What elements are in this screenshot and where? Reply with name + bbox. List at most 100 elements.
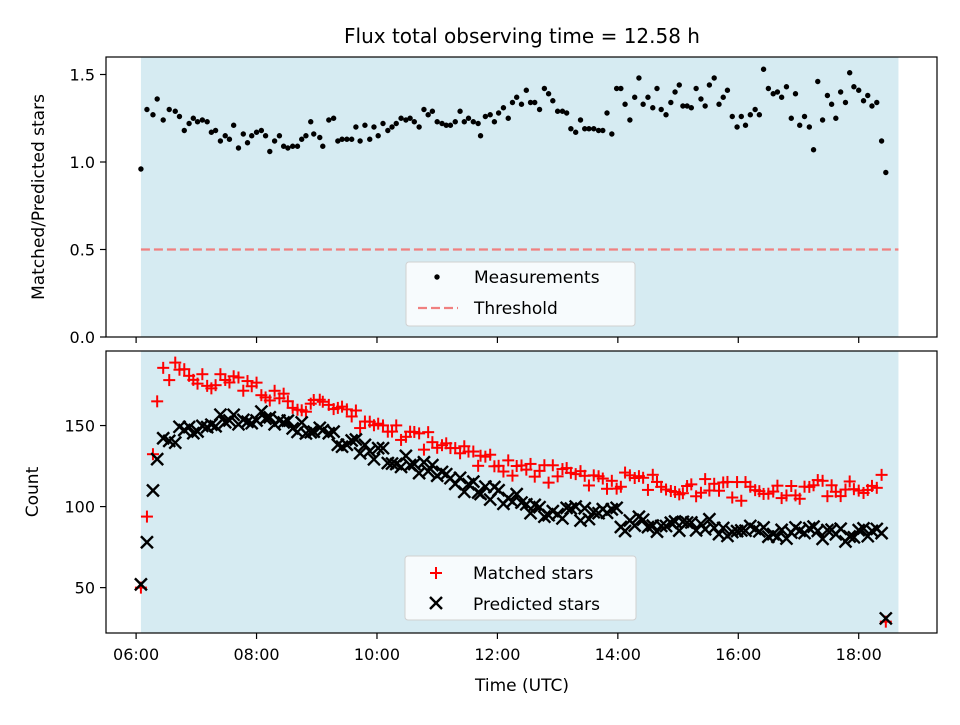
measurement-point: [144, 106, 150, 113]
bottom-y-axis-title: Count: [23, 466, 43, 517]
matched-star-point: [646, 468, 659, 481]
legend-matched-label: Matched stars: [473, 564, 593, 584]
matched-star-point: [637, 471, 650, 484]
measurement-point: [212, 127, 219, 134]
bottom-y-ticks: 50 100 150: [64, 417, 106, 598]
measurement-point: [742, 122, 749, 128]
measurement-point: [613, 85, 620, 92]
predicted-star-point: [134, 577, 148, 592]
measurement-point: [416, 124, 422, 130]
predicted-star-point: [421, 464, 436, 479]
predicted-star-point: [182, 420, 196, 434]
matched-star-point: [250, 376, 263, 389]
measurement-point: [477, 133, 484, 139]
measurement-point: [452, 119, 458, 125]
measurement-point: [672, 89, 678, 95]
chart-title: Flux total observing time = 12.58 h: [344, 24, 700, 48]
top-legend: Measurements Threshold: [405, 261, 636, 327]
measurement-point: [186, 120, 192, 127]
measurement-point: [389, 124, 395, 130]
matched-star-point: [209, 379, 222, 392]
measurement-point: [344, 136, 350, 142]
measurement-point: [226, 136, 233, 142]
top-panel: 0.0 0.5 1.0 1.5 Matched/Predicted stars Mea…: [29, 56, 938, 347]
predicted-star-point: [303, 425, 318, 440]
measurement-point: [222, 133, 228, 139]
legend-measurements-label: Measurements: [474, 268, 600, 288]
predicted-star-point: [150, 452, 165, 466]
measurement-point: [536, 106, 543, 113]
matched-star-point: [386, 425, 399, 438]
predicted-star-point: [254, 404, 269, 419]
measurement-point: [465, 115, 472, 121]
predicted-star-point: [491, 483, 506, 498]
measurement-point: [439, 120, 445, 127]
measurement-point: [461, 119, 467, 125]
predicted-star-point: [213, 407, 228, 422]
measurement-point: [505, 115, 511, 121]
measurement-point: [523, 87, 530, 93]
measurement-point: [698, 96, 704, 102]
measurement-point: [693, 85, 699, 92]
matched-star-point: [875, 468, 888, 481]
top-y-axis-title: Matched/Predicted stars: [29, 94, 49, 300]
predicted-star-point: [371, 441, 386, 455]
matched-star-point: [163, 374, 176, 387]
measurement-point: [760, 66, 767, 72]
measurement-point: [470, 119, 477, 125]
measurement-point: [716, 101, 722, 107]
measurement-point: [591, 126, 597, 132]
measurement-point: [244, 140, 251, 146]
matched-star-point: [277, 387, 290, 400]
measurement-point: [217, 138, 224, 144]
measurement-point: [457, 108, 463, 114]
measurement-point: [883, 169, 889, 176]
matched-star-point: [354, 422, 367, 435]
measurement-point: [367, 136, 373, 142]
y-tick-label: 50: [75, 579, 95, 598]
matched-star-point: [169, 356, 182, 369]
predicted-star-point: [326, 424, 341, 439]
measurement-point: [828, 101, 835, 107]
measurement-point: [235, 145, 242, 151]
x-tick-label: 06:00: [113, 645, 159, 664]
measurement-point: [824, 92, 831, 99]
predicted-star-point: [627, 518, 642, 533]
measurement-point: [253, 129, 260, 135]
matched-star-point: [524, 457, 537, 470]
x-axis-title: Time (UTC): [474, 676, 569, 696]
predicted-star-point: [582, 512, 596, 526]
measurement-point: [632, 94, 638, 100]
measurement-point: [595, 127, 602, 134]
measurement-point: [267, 148, 273, 155]
top-plot-frame: [105, 56, 938, 338]
measurement-point: [421, 106, 427, 113]
measurement-point: [801, 113, 808, 120]
matched-star-point: [281, 395, 294, 408]
measurement-point: [563, 110, 570, 116]
measurement-point: [380, 120, 386, 127]
matched-star-point: [349, 404, 362, 417]
matched-star-point: [825, 479, 838, 492]
measurement-point: [833, 115, 839, 121]
measurement-point: [609, 131, 615, 137]
measurement-point: [407, 115, 413, 121]
matched-star-point: [685, 478, 698, 491]
predicted-star-point: [878, 611, 893, 626]
measurement-point: [806, 124, 813, 130]
measurement-point: [770, 91, 776, 97]
predicted-star-point: [385, 456, 399, 471]
measurement-point: [285, 145, 291, 151]
measurement-point: [240, 131, 246, 137]
predicted-star-point: [473, 487, 488, 501]
predicted-star-point: [577, 501, 592, 516]
measurement-point: [339, 136, 345, 142]
measurement-point: [311, 131, 317, 137]
measurement-point: [262, 133, 269, 139]
measurement-point: [509, 99, 516, 106]
measurement-point: [491, 119, 498, 125]
bottom-plot-frame: [105, 350, 938, 634]
matched-star-point: [413, 427, 426, 440]
measurement-point: [299, 136, 305, 142]
matched-star-point: [268, 384, 281, 397]
